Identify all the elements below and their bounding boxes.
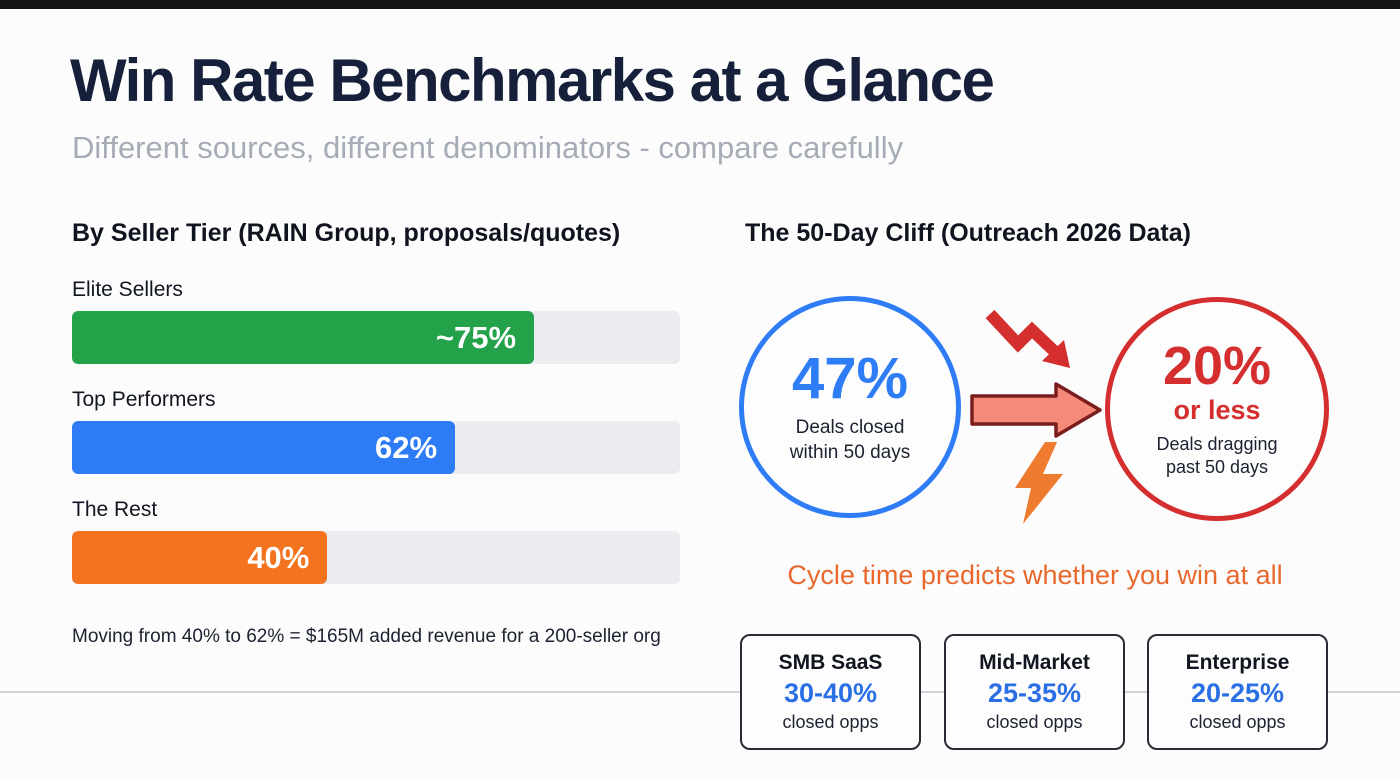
page-subtitle: Different sources, different denominator… — [72, 130, 904, 165]
declining-trend-icon — [985, 309, 1070, 368]
benchmark-card-enterprise: Enterprise 20-25% closed opps — [1147, 634, 1328, 750]
bar-track-the-rest: 40% — [72, 531, 680, 584]
benchmark-label: closed opps — [986, 712, 1083, 732]
dragging-description: Deals dragging past 50 days — [1156, 433, 1277, 479]
benchmark-card-mid-market: Mid-Market 25-35% closed opps — [944, 634, 1125, 750]
deals-closed-circle: 47% Deals closed within 50 days — [739, 296, 961, 518]
benchmark-label: closed opps — [1189, 712, 1286, 732]
page-title: Win Rate Benchmarks at a Glance — [70, 47, 995, 114]
divider-line — [0, 691, 1400, 693]
benchmark-label: closed opps — [782, 712, 879, 732]
benchmark-segment: Enterprise — [1185, 651, 1290, 674]
lightning-bolt-icon — [1015, 442, 1063, 524]
cliff-heading: The 50-Day Cliff (Outreach 2026 Data) — [745, 219, 1191, 247]
deals-dragging-circle: 20% or less Deals dragging past 50 days — [1105, 297, 1329, 521]
bar-label-the-rest: The Rest — [72, 498, 158, 521]
win-rate-bar-chart: Elite Sellers ~75% Top Performers 62% Th… — [72, 278, 680, 608]
bar-fill-top-performers: 62% — [72, 421, 456, 474]
closed-desc-line2: within 50 days — [789, 441, 911, 463]
bar-value-elite-sellers: ~75% — [435, 319, 517, 355]
benchmark-card-smb-saas: SMB SaaS 30-40% closed opps — [740, 634, 921, 750]
dragging-qualifier: or less — [1173, 395, 1261, 425]
closed-percentage: 47% — [791, 346, 909, 412]
bar-fill-elite-sellers: ~75% — [72, 311, 535, 364]
benchmark-segment: SMB SaaS — [778, 651, 883, 674]
closed-desc-line1: Deals closed — [795, 417, 905, 439]
bar-track-top-performers: 62% — [72, 421, 680, 474]
bar-fill-the-rest: 40% — [72, 531, 328, 584]
bar-value-top-performers: 62% — [374, 429, 438, 465]
bar-label-top-performers: Top Performers — [72, 388, 216, 411]
benchmark-segment: Mid-Market — [979, 651, 1090, 674]
cycle-time-caption: Cycle time predicts whether you win at a… — [787, 560, 1283, 590]
closed-description: Deals closed within 50 days — [790, 416, 910, 465]
bar-track-elite-sellers: ~75% — [72, 311, 680, 364]
revenue-note: Moving from 40% to 62% = $165M added rev… — [72, 626, 661, 647]
dragging-desc-line2: past 50 days — [1165, 457, 1269, 478]
bar-label-elite-sellers: Elite Sellers — [72, 278, 183, 301]
benchmark-range: 30-40% — [783, 678, 878, 708]
dragging-percentage: 20% — [1162, 335, 1272, 396]
benchmark-range: 25-35% — [987, 678, 1082, 708]
right-arrow-icon — [970, 382, 1102, 438]
benchmark-range: 20-25% — [1190, 678, 1285, 708]
bar-value-the-rest: 40% — [247, 539, 310, 575]
seller-tier-heading: By Seller Tier (RAIN Group, proposals/qu… — [72, 219, 621, 247]
dragging-desc-line1: Deals dragging — [1156, 434, 1278, 454]
top-accent-bar — [0, 0, 1400, 9]
